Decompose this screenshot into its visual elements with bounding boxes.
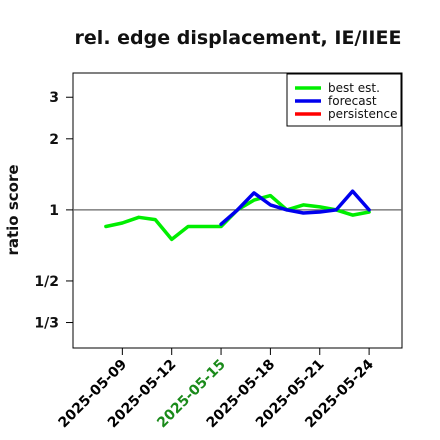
chart-title: rel. edge displacement, IE/IIEE — [75, 27, 402, 49]
y-tick-label: 1 — [49, 203, 59, 219]
series-layer — [104, 189, 371, 242]
legend-label: persistence — [328, 107, 397, 121]
y-axis-label: ratio score — [4, 164, 22, 255]
y-tick-label: 1/3 — [34, 316, 59, 332]
legend-label: best est. — [328, 81, 380, 95]
x-axis: 2025-05-092025-05-122025-05-152025-05-18… — [56, 348, 377, 431]
plot-frame — [72, 72, 403, 349]
y-tick-label: 1/2 — [34, 274, 59, 290]
series-line-best-est- — [104, 193, 371, 242]
legend-label: forecast — [328, 94, 377, 108]
y-tick-label: 2 — [49, 132, 59, 148]
series-line-forecast — [219, 189, 371, 226]
y-tick-label: 3 — [49, 90, 59, 106]
y-axis: 3 2 1 1/2 1/3 — [34, 90, 73, 332]
